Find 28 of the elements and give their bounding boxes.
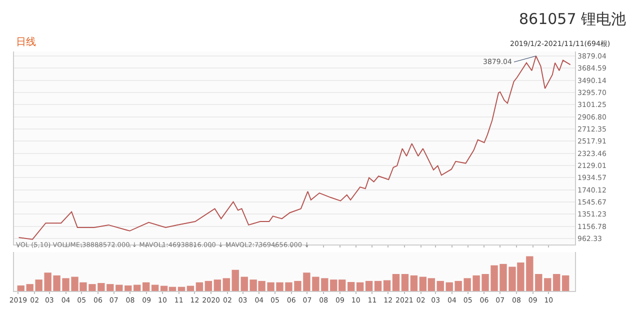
- bar: [142, 282, 150, 292]
- bar: [410, 275, 418, 292]
- bar: [383, 280, 391, 292]
- bar: [151, 284, 159, 292]
- bar: [124, 285, 132, 292]
- bar: [356, 282, 364, 292]
- line-series: [18, 55, 571, 240]
- text: 日线: [16, 36, 36, 48]
- bar: [222, 278, 230, 292]
- bar: [365, 280, 373, 292]
- bar: [347, 282, 355, 292]
- bar: [134, 284, 141, 292]
- bar: [196, 282, 204, 292]
- bar: [178, 286, 186, 292]
- bar: [204, 280, 212, 292]
- bar: [374, 280, 382, 292]
- bar: [186, 286, 194, 292]
- bar: [232, 270, 239, 292]
- bar: [544, 278, 552, 292]
- bar: [436, 280, 444, 292]
- bar: [553, 274, 560, 292]
- chart-title: 861057 锂电池: [519, 10, 626, 28]
- bar: [214, 280, 221, 292]
- bar: [240, 276, 248, 292]
- bar: [401, 274, 409, 292]
- bar: [562, 275, 570, 292]
- bar: [17, 285, 24, 292]
- bar: [392, 274, 400, 292]
